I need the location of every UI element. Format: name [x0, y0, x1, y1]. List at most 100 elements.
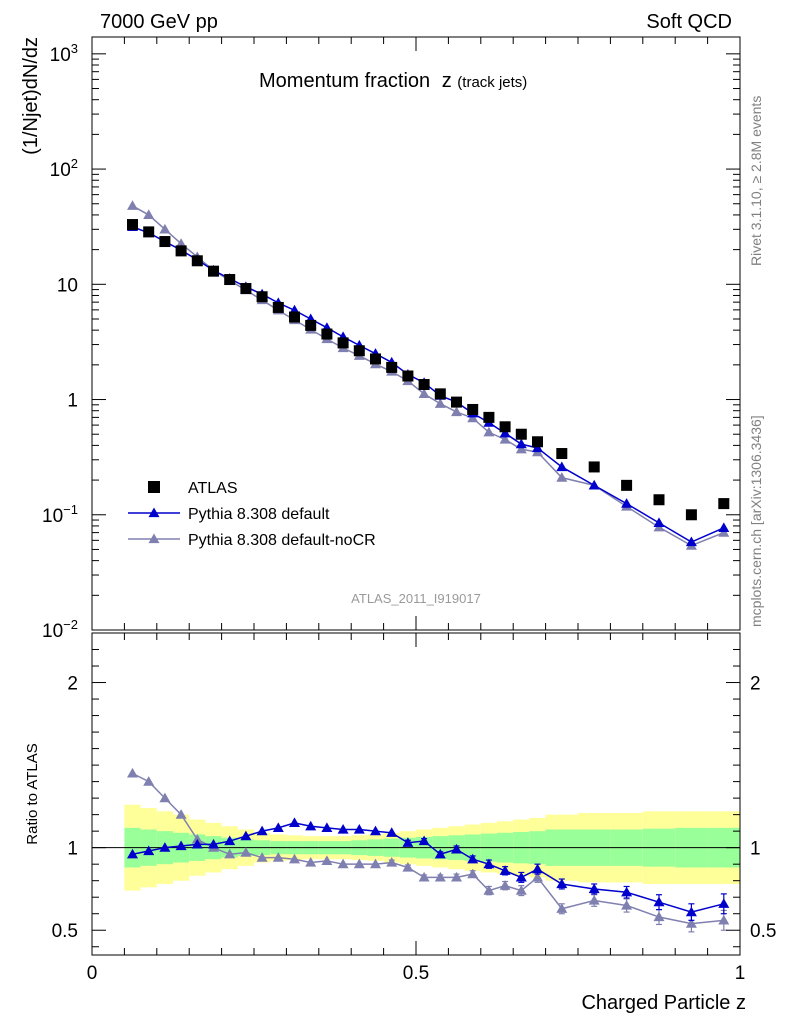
main-point-series-2 — [159, 223, 171, 234]
main-point-series-1 — [588, 479, 600, 490]
main-point-series-2 — [467, 412, 479, 423]
ratio-point-series-0 — [386, 827, 398, 837]
atlas-point — [337, 337, 349, 349]
main-point-series-2 — [499, 433, 511, 444]
ratio-point-series-1 — [224, 848, 236, 859]
ratio-point-series-0 — [191, 838, 203, 849]
ratio-point-series-1 — [718, 914, 730, 925]
ratio-y-tick-label-right: 0.5 — [750, 921, 776, 942]
ratio-point-series-0 — [305, 820, 317, 831]
x-axis-label: Charged Particle z — [581, 992, 746, 1014]
main-title-sub: (track jets) — [457, 74, 527, 91]
ratio-point-series-0 — [718, 898, 730, 908]
ratio-point-series-1 — [337, 858, 349, 869]
ratio-point-series-1 — [370, 858, 381, 869]
main-point-series-2 — [434, 398, 446, 408]
x-tick-label: 0.5 — [403, 963, 429, 984]
main-point-series-1 — [515, 438, 527, 449]
atlas-point — [499, 421, 511, 433]
ratio-point-series-1 — [532, 871, 543, 882]
main-point-series-1 — [621, 498, 633, 508]
main-y-tick-label: 10−1 — [42, 502, 78, 527]
atlas-point — [256, 291, 268, 303]
ratio-point-series-1 — [305, 857, 317, 867]
ratio-y-tick-label-left: 0.5 — [52, 921, 78, 942]
ratio-point-series-1 — [256, 852, 268, 862]
ratio-point-series-0 — [451, 843, 462, 854]
ratio-point-series-1 — [451, 871, 462, 882]
legend-label-1: Pythia 8.308 default — [188, 506, 330, 523]
ratio-point-series-0 — [370, 825, 381, 836]
ratio-point-series-1 — [467, 868, 479, 879]
main-point-series-1 — [685, 536, 697, 547]
legend-marker-0 — [148, 481, 160, 493]
ratio-y-tick-label-left: 2 — [67, 674, 78, 695]
main-y-tick-label: 10 — [57, 275, 78, 296]
main-watermark: ATLAS_2011_I919017 — [351, 591, 481, 606]
ratio-point-series-0 — [467, 853, 479, 864]
main-panel: 10−2 10−1 1 10 102 103 (1/Njet)dN/dz Momentum… — [20, 36, 741, 642]
ratio-point-series-0 — [621, 886, 633, 897]
ratio-point-series-0 — [532, 863, 543, 874]
ratio-point-series-1 — [499, 880, 511, 890]
atlas-point — [191, 255, 203, 267]
rivet-label: Rivet 3.1.10, ≥ 2.8M events — [748, 96, 764, 266]
ratio-point-series-1 — [143, 776, 155, 786]
ratio-point-series-0 — [434, 848, 446, 859]
main-title: Momentum fraction z (track jets) — [259, 70, 527, 92]
legend-marker-2 — [148, 533, 160, 544]
ratio-y-tick-label-right: 1 — [750, 839, 761, 860]
ratio-point-series-1 — [289, 853, 300, 864]
legend: ATLAS Pythia 8.308 default Pythia 8.308 de… — [128, 480, 376, 549]
main-point-series-2 — [483, 426, 495, 437]
ratio-point-series-0 — [224, 835, 236, 846]
main-point-series-2 — [556, 472, 568, 482]
atlas-point — [588, 461, 600, 473]
legend-marker-1 — [148, 507, 160, 518]
main-point-series-1 — [556, 461, 568, 472]
atlas-point — [685, 509, 697, 521]
ratio-point-series-0 — [143, 845, 155, 856]
main-y-tick-label: 10−2 — [42, 617, 78, 642]
ratio-point-series-1 — [556, 903, 568, 913]
atlas-point — [370, 353, 381, 365]
ratio-point-series-0 — [588, 883, 600, 894]
ratio-point-series-1 — [483, 885, 495, 895]
atlas-point — [467, 403, 479, 415]
legend-label-0: ATLAS — [188, 480, 238, 497]
main-title-var: z — [442, 70, 452, 92]
main-point-series-2 — [515, 443, 527, 454]
main-x-ticks — [91, 37, 741, 630]
atlas-point — [289, 311, 300, 323]
atlas-point — [515, 428, 527, 440]
ratio-point-series-0 — [175, 840, 187, 851]
ratio-point-series-0 — [321, 822, 333, 832]
ratio-y-ticks: 0.5 0.5 1 1 2 2 — [52, 649, 776, 948]
mcplots-label: mcplots.cern.ch [arXiv:1306.3436] — [748, 415, 764, 627]
ratio-point-series-1 — [386, 857, 398, 867]
ratio-point-series-1 — [402, 861, 414, 872]
ratio-point-series-0 — [353, 824, 365, 834]
atlas-point — [224, 274, 236, 286]
main-y-ticks: 10−2 10−1 1 10 102 103 — [42, 41, 740, 642]
main-point-series-1 — [499, 427, 511, 438]
x-tick-label: 1 — [735, 963, 746, 984]
ratio-point-series-0 — [556, 878, 568, 889]
ratio-point-series-1 — [515, 885, 527, 895]
ratio-point-series-0 — [418, 835, 430, 846]
legend-label-2: Pythia 8.308 default-noCR — [188, 532, 376, 549]
atlas-point — [353, 345, 365, 357]
ratio-point-series-0 — [653, 896, 665, 907]
atlas-point — [621, 479, 633, 491]
ratio-point-series-0 — [685, 906, 697, 917]
atlas-point — [272, 301, 284, 313]
main-point-series-2 — [418, 388, 430, 398]
ratio-point-series-1 — [434, 871, 446, 882]
ratio-point-series-1 — [621, 899, 633, 910]
ratio-point-series-0 — [256, 825, 268, 836]
ratio-point-series-1 — [127, 767, 138, 778]
ratio-point-series-1 — [272, 852, 284, 862]
atlas-point — [143, 226, 155, 238]
main-point-series-1 — [718, 522, 730, 532]
